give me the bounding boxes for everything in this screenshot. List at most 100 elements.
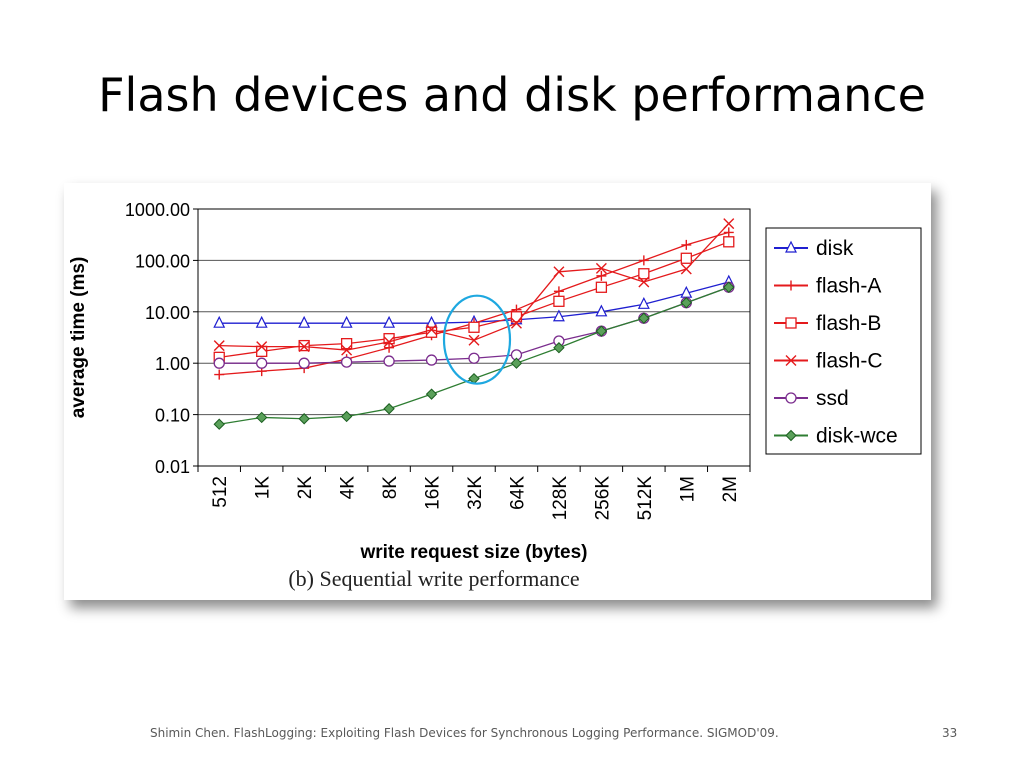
legend-entry: ssd bbox=[774, 387, 849, 410]
series-disk-wce bbox=[213, 281, 735, 430]
data-point bbox=[681, 239, 692, 250]
x-tick-label: 8K bbox=[380, 476, 401, 500]
data-point bbox=[553, 295, 565, 307]
x-tick-label: 4K bbox=[338, 476, 359, 500]
x-tick-label: 128K bbox=[550, 476, 571, 521]
legend-marker bbox=[786, 280, 796, 291]
data-point bbox=[553, 266, 565, 278]
data-point bbox=[595, 281, 608, 293]
data-point bbox=[468, 352, 480, 364]
x-tick-label: 32K bbox=[465, 476, 486, 510]
legend-label: disk-wce bbox=[816, 425, 898, 448]
highlight-ellipse bbox=[442, 294, 512, 385]
data-point bbox=[638, 312, 650, 324]
data-point bbox=[468, 334, 480, 346]
data-point bbox=[595, 325, 608, 337]
data-point bbox=[256, 341, 268, 353]
data-point bbox=[213, 418, 225, 430]
data-point bbox=[553, 342, 565, 354]
data-point bbox=[383, 355, 395, 367]
legend-marker bbox=[785, 317, 797, 329]
legend-label: disk bbox=[816, 237, 854, 260]
legend-label: flash-C bbox=[816, 350, 883, 373]
data-point bbox=[595, 304, 608, 317]
data-point bbox=[340, 315, 353, 328]
data-point bbox=[383, 333, 395, 345]
x-tick-label: 256K bbox=[592, 476, 613, 521]
axes: 1000.00 100.00 10.00 1.00 0.10 0.01 512 1K 2K 4K 8… bbox=[125, 200, 751, 521]
data-point bbox=[341, 344, 353, 356]
grid bbox=[198, 208, 750, 467]
y-tick-label: 0.10 bbox=[155, 406, 190, 426]
legend-box bbox=[765, 227, 922, 455]
data-point bbox=[595, 262, 607, 274]
y-tick-label: 1.00 bbox=[155, 354, 190, 374]
data-point bbox=[468, 321, 480, 333]
slide-title: Flash devices and disk performance bbox=[98, 68, 926, 122]
y-tick-label: 100.00 bbox=[135, 251, 190, 271]
data-point bbox=[340, 410, 353, 423]
chart-figure: 1000.00 100.00 10.00 1.00 0.10 0.01 512 1K 2K 4K 8… bbox=[64, 183, 931, 600]
data-point bbox=[510, 317, 522, 329]
x-tick-label: 2K bbox=[295, 476, 316, 500]
data-point bbox=[553, 286, 564, 297]
y-axis-label: average time (ms) bbox=[68, 257, 89, 419]
legend-entry: disk-wce bbox=[774, 425, 898, 448]
legend-entry: flash-C bbox=[774, 350, 883, 373]
data-point bbox=[383, 315, 396, 328]
legend: disk flash-A flash-B flash-C ssd disk-wce bbox=[765, 227, 922, 455]
x-tick-label: 16K bbox=[423, 476, 444, 510]
data-point bbox=[298, 413, 310, 425]
data-point bbox=[596, 270, 607, 281]
x-axis-label: write request size (bytes) bbox=[359, 542, 587, 563]
line-chart: 1000.00 100.00 10.00 1.00 0.10 0.01 512 1K 2K 4K 8… bbox=[68, 200, 922, 591]
series-flash-B bbox=[213, 236, 735, 363]
data-point bbox=[425, 388, 438, 400]
legend-marker bbox=[785, 240, 797, 253]
legend-marker bbox=[785, 392, 797, 404]
data-point bbox=[298, 339, 310, 352]
data-point bbox=[723, 236, 735, 248]
data-point bbox=[638, 276, 650, 288]
data-point bbox=[680, 297, 693, 309]
legend-entry: flash-A bbox=[774, 275, 881, 298]
data-point bbox=[552, 309, 565, 322]
data-point bbox=[680, 252, 692, 264]
data-point bbox=[723, 218, 735, 230]
legend-entry: disk bbox=[774, 237, 854, 260]
y-tick-label: 0.01 bbox=[155, 457, 190, 477]
legend-label: ssd bbox=[816, 387, 849, 410]
data-point bbox=[255, 315, 268, 328]
x-tick-label: 512 bbox=[210, 476, 231, 508]
plot-frame bbox=[197, 208, 751, 467]
legend-label: flash-A bbox=[816, 275, 881, 298]
y-tick-label: 10.00 bbox=[145, 303, 190, 323]
data-point bbox=[255, 411, 268, 424]
data-point bbox=[340, 338, 353, 350]
data-point bbox=[383, 403, 395, 415]
data-point bbox=[213, 357, 225, 369]
data-point bbox=[298, 341, 310, 353]
data-point bbox=[638, 255, 649, 266]
data-point bbox=[638, 268, 650, 280]
legend-marker bbox=[785, 355, 797, 366]
data-point bbox=[680, 263, 692, 275]
data-point bbox=[723, 281, 735, 293]
y-tick-label: 1000.00 bbox=[125, 200, 190, 220]
x-tick-label: 1M bbox=[677, 476, 698, 502]
series-flash-C bbox=[213, 218, 735, 356]
footer-citation: Shimin Chen. FlashLogging: Exploiting Fl… bbox=[150, 726, 779, 740]
legend-marker bbox=[785, 429, 797, 442]
data-point bbox=[723, 227, 734, 238]
series-lines bbox=[213, 218, 735, 430]
data-point bbox=[213, 340, 225, 352]
slide-number: 33 bbox=[942, 726, 958, 740]
data-point bbox=[426, 324, 438, 336]
data-point bbox=[256, 345, 268, 358]
x-tick-label: 512K bbox=[635, 476, 656, 521]
data-point bbox=[340, 356, 353, 368]
data-point bbox=[214, 369, 225, 380]
data-point bbox=[298, 315, 311, 328]
data-point bbox=[510, 357, 523, 369]
data-point bbox=[384, 342, 395, 353]
